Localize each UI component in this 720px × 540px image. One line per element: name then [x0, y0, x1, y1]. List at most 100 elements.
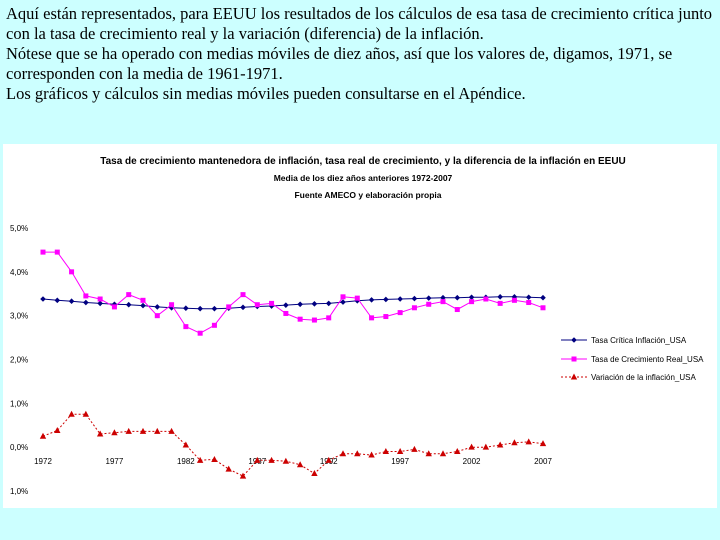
data-point [96, 430, 104, 437]
series-line [42, 413, 544, 477]
chart-title: Tasa de crecimiento mantenedora de infla… [100, 156, 626, 167]
intro-paragraph-2: Nótese que se ha operado con medias móvi… [6, 44, 673, 83]
data-point [268, 303, 275, 309]
data-point [54, 427, 61, 434]
data-point [125, 427, 132, 434]
intro-text: Aquí están representados, para EEUU los … [6, 4, 714, 104]
data-point [126, 292, 132, 298]
data-point [454, 448, 461, 455]
data-point [526, 300, 532, 306]
data-point [369, 315, 375, 321]
data-point [125, 301, 132, 308]
data-point [440, 299, 446, 305]
data-point [169, 302, 175, 308]
data-point [325, 300, 332, 307]
intro-paragraph-1: Aquí están representados, para EEUU los … [6, 4, 713, 43]
chart-subtitle: Media de los diez años anteriores 1972-2… [274, 173, 453, 183]
data-point [368, 451, 375, 458]
data-point [240, 304, 246, 311]
y-tick-label: 1,0% [10, 487, 28, 496]
data-point [111, 429, 118, 436]
data-point [354, 450, 361, 457]
data-point [439, 450, 447, 457]
data-point [311, 301, 318, 307]
data-point [454, 294, 461, 301]
data-point [497, 294, 503, 300]
data-point [140, 297, 146, 303]
data-point [168, 427, 175, 434]
data-point [468, 294, 475, 301]
data-point [483, 296, 489, 302]
data-point [283, 302, 289, 308]
data-point [40, 249, 46, 255]
chart-panel: Tasa de crecimiento mantenedora de infla… [3, 144, 717, 508]
x-tick-label: 1977 [106, 457, 124, 466]
data-point [396, 448, 404, 455]
data-point [368, 297, 375, 303]
data-point [154, 313, 160, 319]
data-point [197, 330, 203, 336]
data-point [254, 456, 261, 463]
legend-entry: Tasa Crítica Inflación_USA [561, 336, 687, 345]
x-tick-label: 1972 [34, 457, 52, 466]
legend-marker [570, 373, 578, 380]
y-tick-label: 2,0% [10, 356, 28, 365]
x-tick-label: 2007 [534, 457, 552, 466]
data-point [254, 302, 260, 308]
legend-marker [571, 337, 577, 343]
y-tick-label: 4,0% [10, 268, 28, 277]
series-line [42, 296, 544, 310]
data-point [282, 457, 290, 464]
data-point [540, 294, 546, 301]
data-point [525, 294, 532, 301]
data-point [411, 295, 418, 302]
data-point [268, 456, 275, 463]
data-point [283, 310, 289, 316]
series-2 [40, 249, 546, 336]
data-point [411, 445, 418, 452]
data-point [397, 310, 403, 316]
data-point [68, 298, 75, 305]
line-chart: Tasa de crecimiento mantenedora de infla… [10, 156, 704, 496]
data-point [511, 439, 518, 446]
data-point [139, 427, 147, 434]
data-point [196, 456, 204, 463]
data-point [154, 427, 161, 434]
series-3 [39, 410, 547, 479]
data-point [326, 315, 332, 321]
y-tick-label: 1,0% [10, 399, 28, 408]
data-point [83, 293, 89, 299]
data-point [383, 314, 389, 320]
legend-label: Tasa de Crecimiento Real_USA [591, 355, 704, 364]
data-point [269, 300, 275, 306]
data-point [339, 450, 347, 457]
data-point [111, 301, 118, 308]
data-point [425, 295, 432, 301]
data-point [225, 465, 232, 472]
data-point [211, 305, 218, 312]
series-line [43, 251, 544, 334]
data-point [69, 269, 75, 275]
chart-source: Fuente AMECO y elaboración propia [294, 190, 441, 200]
data-point [40, 296, 46, 302]
y-tick-label: 0,0% [10, 443, 28, 452]
data-point [154, 304, 161, 310]
data-point [354, 297, 361, 304]
data-point [469, 299, 475, 305]
legend-entry: Variación de la inflación_USA [561, 373, 696, 382]
data-point [539, 440, 547, 447]
data-point [111, 304, 117, 310]
data-point [340, 299, 346, 305]
data-point [354, 295, 360, 301]
intro-paragraph-3: Los gráficos y cálculos sin medias móvil… [6, 84, 526, 103]
y-tick-label: 5,0% [10, 224, 28, 233]
data-point [311, 317, 317, 323]
data-point [340, 294, 346, 300]
data-point [97, 300, 103, 307]
data-point [211, 455, 218, 462]
data-point [440, 294, 446, 301]
data-point [97, 296, 103, 302]
data-point [468, 443, 475, 450]
legend-label: Variación de la inflación_USA [591, 373, 696, 382]
data-point [183, 305, 189, 312]
